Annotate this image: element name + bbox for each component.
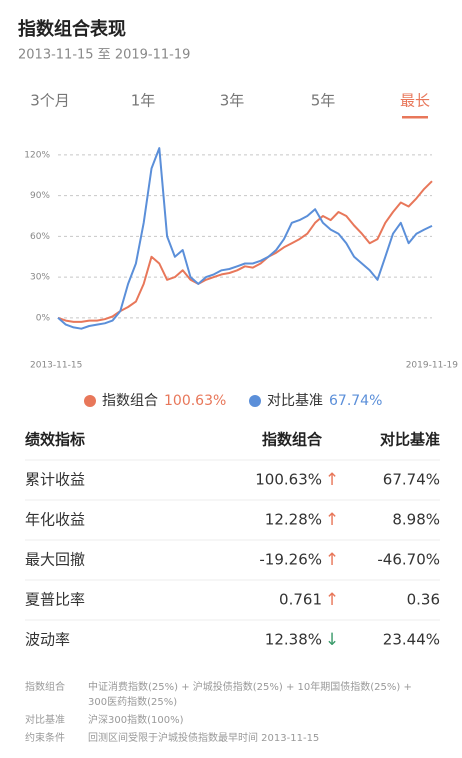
note-label: 约束条件 — [25, 731, 65, 744]
row-label: 累计收益 — [25, 471, 85, 489]
series-line — [57, 147, 433, 330]
page-title: 指数组合表现 — [18, 18, 126, 40]
row-value: 100.63% — [255, 471, 322, 489]
period: 2013-11-15 至 2019-11-19 — [18, 48, 190, 63]
row-arrow: ↑ — [325, 470, 339, 490]
note-text: 回测区间受限于沪城投债指数最早时间 2013-11-15 — [88, 731, 319, 744]
row-label: 波动率 — [25, 631, 70, 649]
table-header: 对比基准 — [380, 431, 440, 449]
y-tick-label: 120% — [24, 150, 50, 160]
legend-value: 67.74% — [329, 393, 382, 409]
legend-name: 对比基准 — [267, 392, 323, 409]
row-value: 12.38% — [265, 631, 322, 649]
tab[interactable]: 5年 — [311, 92, 336, 110]
row-arrow: ↓ — [325, 630, 339, 650]
note-text: 中证消费指数(25%) + 沪城投债指数(25%) + 10年期国债指数(25%… — [88, 680, 412, 693]
note-label: 指数组合 — [25, 680, 65, 693]
row-benchmark: 67.74% — [383, 471, 440, 489]
table-header: 绩效指标 — [25, 431, 85, 449]
tab[interactable]: 1年 — [131, 92, 156, 110]
y-tick-label: 60% — [30, 232, 50, 242]
table-header: 指数组合 — [262, 431, 323, 449]
row-label: 最大回撤 — [25, 551, 85, 569]
row-arrow: ↑ — [325, 550, 339, 570]
row-benchmark: 0.36 — [407, 591, 440, 609]
row-value: 12.28% — [265, 511, 322, 529]
row-label: 夏普比率 — [25, 591, 85, 609]
series-line — [57, 180, 433, 323]
note-text: 沪深300指数(100%) — [88, 713, 184, 726]
note-label: 对比基准 — [25, 713, 65, 726]
legend-dot — [84, 395, 96, 407]
tab[interactable]: 3个月 — [30, 92, 70, 110]
row-value: -19.26% — [259, 551, 322, 569]
y-tick-label: 90% — [30, 191, 50, 201]
y-tick-label: 0% — [36, 313, 51, 323]
row-benchmark: -46.70% — [377, 551, 440, 569]
x-tick-label: 2013-11-15 — [30, 361, 82, 371]
note-text: 300医药指数(25%) — [88, 695, 177, 708]
tab[interactable]: 3年 — [220, 92, 245, 110]
row-benchmark: 23.44% — [383, 631, 440, 649]
y-tick-label: 30% — [30, 273, 50, 283]
tab-underline — [402, 116, 428, 119]
legend-value: 100.63% — [164, 393, 226, 409]
row-arrow: ↑ — [325, 590, 339, 610]
legend-dot — [249, 395, 261, 407]
tab[interactable]: 最长 — [400, 92, 430, 110]
row-value: 0.761 — [279, 591, 322, 609]
row-label: 年化收益 — [25, 511, 85, 529]
row-arrow: ↑ — [325, 510, 339, 530]
row-benchmark: 8.98% — [392, 511, 440, 529]
legend-name: 指数组合 — [102, 393, 158, 409]
x-tick-label: 2019-11-19 — [406, 361, 459, 371]
